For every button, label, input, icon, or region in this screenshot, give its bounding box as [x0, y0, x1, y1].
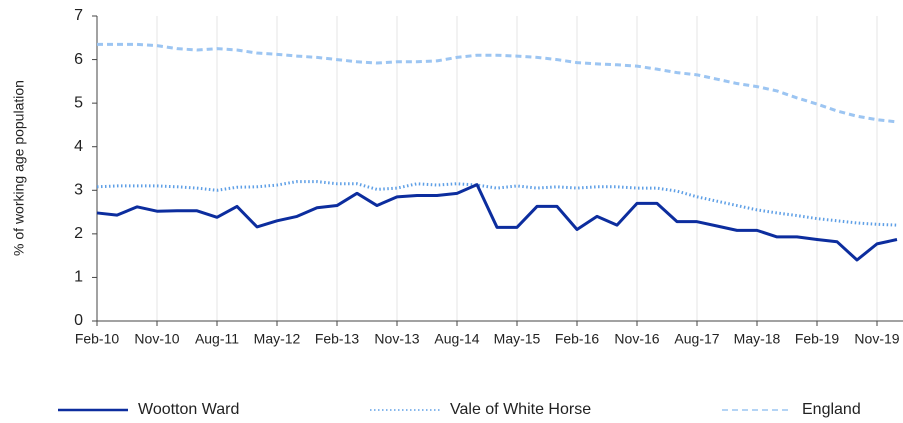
y-tick-label: 2 — [74, 225, 83, 242]
x-tick-label: Nov-13 — [374, 331, 419, 347]
y-tick-label: 7 — [74, 7, 83, 24]
x-tick-label: May-15 — [494, 331, 541, 347]
x-tick-label: May-18 — [734, 331, 781, 347]
x-tick-label: Aug-17 — [674, 331, 719, 347]
y-axis-label: % of working age population — [11, 80, 27, 256]
x-tick-label: Feb-16 — [555, 331, 600, 347]
legend-label: Wootton Ward — [138, 401, 239, 418]
x-tick-label: Nov-10 — [134, 331, 179, 347]
x-tick-label: Aug-14 — [434, 331, 479, 347]
y-tick-label: 1 — [74, 269, 83, 286]
y-tick-label: 6 — [74, 51, 83, 68]
y-tick-label: 4 — [74, 138, 83, 155]
legend-label: Vale of White Horse — [450, 401, 591, 418]
y-tick-label: 3 — [74, 182, 83, 199]
x-tick-label: Aug-11 — [195, 331, 239, 347]
series-line — [96, 183, 898, 262]
series-line — [96, 180, 898, 227]
series-line — [97, 42, 898, 124]
y-tick-label: 0 — [74, 312, 83, 329]
legend-label: England — [802, 401, 861, 418]
y-tick-label: 5 — [74, 94, 83, 111]
x-tick-label: Nov-16 — [614, 331, 659, 347]
x-tick-label: Feb-10 — [75, 331, 120, 347]
x-tick-label: Feb-19 — [795, 331, 840, 347]
x-tick-label: Feb-13 — [315, 331, 360, 347]
x-tick-label: May-12 — [254, 331, 301, 347]
x-tick-label: Nov-19 — [854, 331, 899, 347]
